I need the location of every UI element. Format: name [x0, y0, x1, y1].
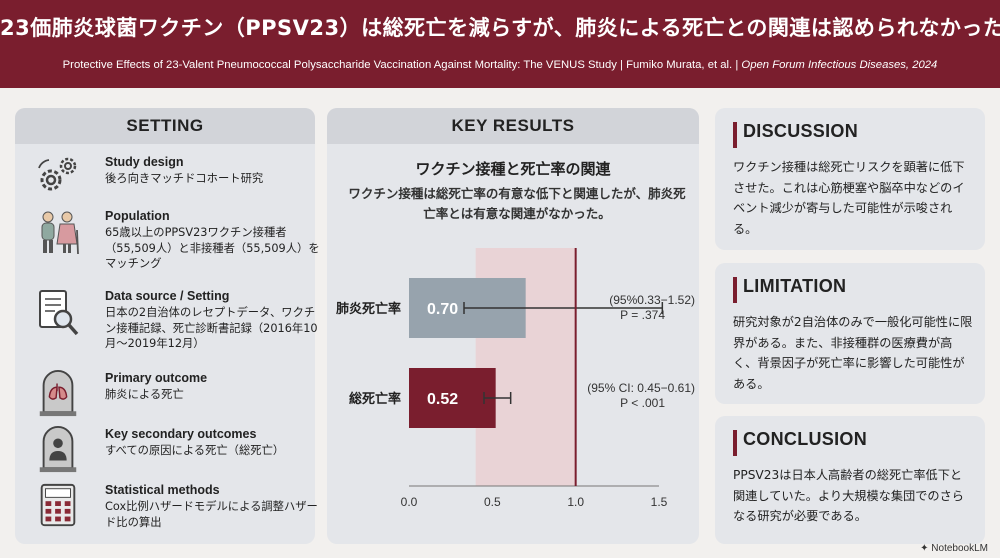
bar-value-label: 0.52	[427, 391, 458, 408]
setting-item-text: 65歳以上のPPSV23ワクチン接種者（55,509人）と非接種者（55,509…	[105, 226, 320, 270]
discussion-panel: DISCUSSION ワクチン接種は総死亡リスクを顕著に低下させた。これは心筋梗…	[715, 108, 985, 250]
accent-bar	[733, 430, 737, 456]
setting-item-title: Primary outcome	[105, 371, 208, 385]
setting-item-title: Population	[105, 209, 170, 223]
limitation-text: 研究対象が2自治体のみで一般化可能性に限界がある。また、非接種群の医療費が高く、…	[733, 315, 973, 391]
lungs-tombstone-icon	[39, 370, 77, 417]
conclusion-text: PPSV23は日本人高齢者の総死亡率低下と関連していた。より大規模な集団でのさら…	[733, 468, 964, 523]
setting-item-text: 日本の2自治体のレセプトデータ、ワクチン接種記録、死亡診断書記録（2016年10…	[105, 306, 318, 350]
accent-bar	[733, 122, 737, 148]
p-value-label: P < .001	[620, 396, 665, 410]
bar	[409, 368, 496, 428]
x-tick-label: 0.0	[401, 495, 418, 509]
discussion-text: ワクチン接種は総死亡リスクを顕著に低下させた。これは心筋梗塞や脳卒中などのイベン…	[733, 160, 965, 236]
citation-journal: Open Forum Infectious Diseases, 2024	[741, 59, 938, 71]
discussion-heading: DISCUSSION	[743, 121, 859, 141]
setting-item-text: Cox比例ハザードモデルによる調整ハザード比の算出	[105, 500, 318, 529]
conclusion-heading: CONCLUSION	[743, 429, 867, 449]
key-results-panel: KEY RESULTS ワクチン接種と死亡率の関連 ワクチン接種は総死亡率の有意…	[327, 108, 699, 544]
setting-item-text: すべての原因による死亡（総死亡）	[105, 444, 285, 457]
brand-label: NotebookLM	[931, 543, 988, 554]
citation-text: Protective Effects of 23-Valent Pneumoco…	[62, 59, 742, 71]
category-label: 肺炎死亡率	[336, 301, 401, 316]
calculator-icon	[40, 483, 76, 527]
citation: Protective Effects of 23-Valent Pneumoco…	[0, 59, 1000, 71]
x-tick-label: 0.5	[484, 495, 501, 509]
forest-bar-chart: 0.0 0.5 1.0 1.5 肺炎死亡率 0.70 総死亡率 0.52 (95%0.33−1.…	[336, 248, 695, 509]
setting-item-title: Statistical methods	[105, 483, 220, 497]
conclusion-panel: CONCLUSION PPSV23は日本人高齢者の総死亡率低下と関連していた。よ…	[715, 416, 985, 544]
category-label: 総死亡率	[349, 391, 401, 406]
limitation-heading: LIMITATION	[743, 276, 847, 296]
key-results-heading: KEY RESULTS	[327, 108, 699, 144]
header-banner: 23価肺炎球菌ワクチン（PPSV23）は総死亡を減らすが、肺炎による死亡との関連…	[0, 0, 1000, 88]
page-title: 23価肺炎球菌ワクチン（PPSV23）は総死亡を減らすが、肺炎による死亡との関連…	[0, 16, 1000, 40]
ci-label: (95%0.33−1.52)	[609, 293, 695, 307]
p-value-label: P = .374	[620, 308, 665, 322]
chart-title: ワクチン接種と死亡率の関連	[415, 160, 611, 178]
notebooklm-logo: ✦ NotebookLM	[920, 543, 988, 554]
elderly-couple-icon	[41, 211, 79, 255]
person-tombstone-icon	[39, 426, 77, 473]
setting-heading: SETTING	[15, 108, 315, 144]
chart-subtitle: ワクチン接種は総死亡率の有意な低下と関連したが、肺炎死亡率とは有意な関連がなかっ…	[348, 186, 686, 221]
document-magnifier-icon	[39, 290, 79, 336]
setting-item-text: 肺炎による死亡	[105, 388, 184, 401]
setting-panel: SETTING Study design 後ろ向きマッチドコホート研究 Popu…	[15, 108, 320, 544]
ci-label: (95% CI: 0.45−0.61)	[587, 381, 695, 395]
setting-item-text: 後ろ向きマッチドコホート研究	[105, 172, 264, 185]
setting-item-title: Data source / Setting	[105, 289, 230, 303]
setting-item-title: Key secondary outcomes	[105, 427, 257, 441]
setting-item-title: Study design	[105, 155, 184, 169]
x-tick-label: 1.5	[651, 495, 668, 509]
limitation-panel: LIMITATION 研究対象が2自治体のみで一般化可能性に限界がある。また、非…	[715, 263, 985, 404]
gears-icon	[38, 157, 77, 191]
accent-bar	[733, 277, 737, 303]
x-tick-label: 1.0	[567, 495, 584, 509]
bar-value-label: 0.70	[427, 301, 458, 318]
